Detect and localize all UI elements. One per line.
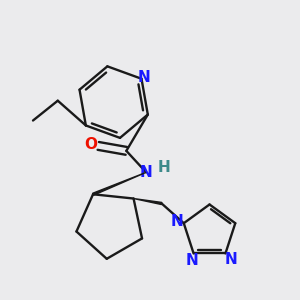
Text: H: H (158, 160, 171, 175)
Text: N: N (186, 253, 198, 268)
Polygon shape (93, 172, 146, 195)
Text: N: N (138, 70, 151, 85)
Text: N: N (140, 165, 152, 180)
Polygon shape (134, 199, 162, 205)
Text: O: O (85, 137, 98, 152)
Text: N: N (225, 252, 238, 267)
Text: N: N (170, 214, 183, 229)
